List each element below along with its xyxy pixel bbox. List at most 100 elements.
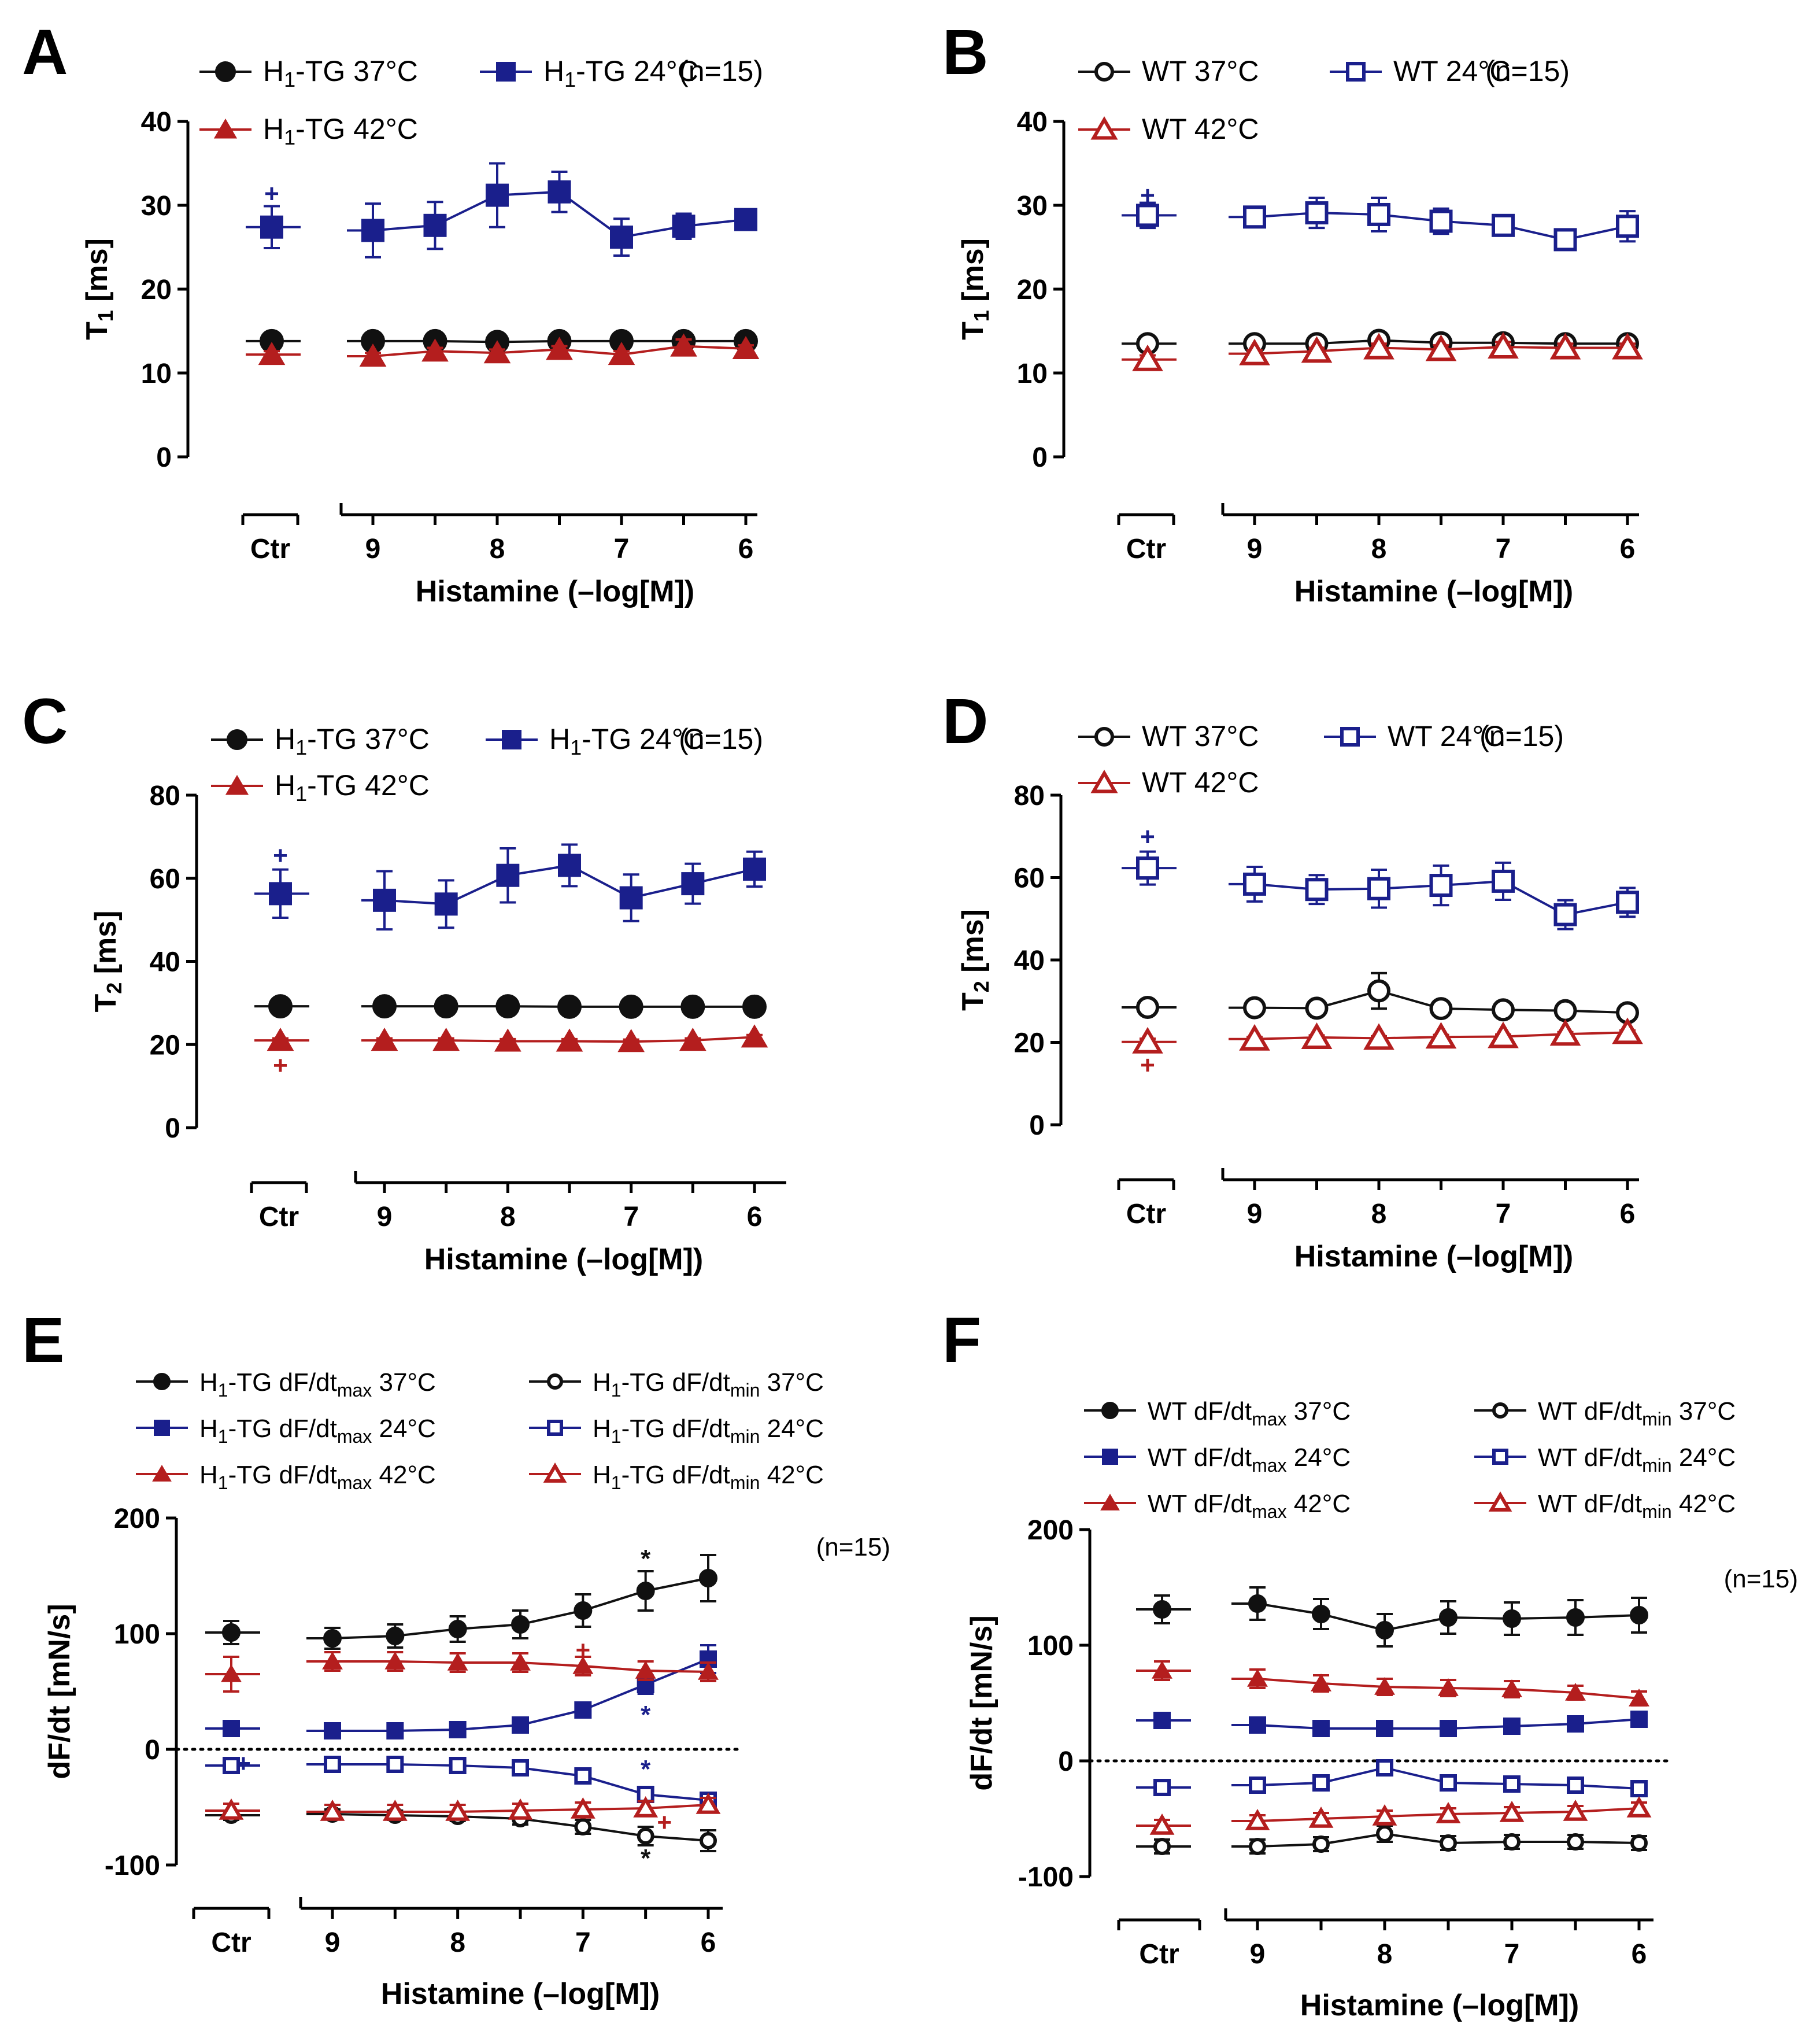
legend-label: H1-TG 24°C xyxy=(543,55,698,91)
series-min37 xyxy=(1136,1825,1648,1855)
data-point xyxy=(511,1615,530,1634)
data-point xyxy=(448,1620,467,1638)
y-tick-label: 30 xyxy=(1017,191,1048,221)
x-tick-label: 9 xyxy=(365,534,381,564)
legend-swatch-marker xyxy=(1346,62,1366,82)
x-tick-label-ctr: Ctr xyxy=(1126,1199,1166,1229)
data-point xyxy=(1248,1594,1267,1613)
panel-letter: D xyxy=(942,686,988,757)
data-point xyxy=(223,1720,240,1737)
n-label: (n=15) xyxy=(679,55,763,87)
data-point xyxy=(1312,1774,1330,1792)
data-point xyxy=(1376,1720,1393,1737)
y-tick-label: 30 xyxy=(141,191,172,221)
y-tick-label: 10 xyxy=(1017,359,1048,389)
data-point xyxy=(510,1653,531,1671)
data-point xyxy=(696,1793,721,1814)
x-tick-label: 7 xyxy=(1504,1939,1520,1970)
data-point xyxy=(1553,903,1577,926)
data-point xyxy=(320,1800,345,1821)
data-point xyxy=(681,872,705,896)
legend-item-tg24: H1-TG 24°C xyxy=(480,55,698,91)
data-point xyxy=(635,1661,656,1679)
data-point xyxy=(1440,1774,1457,1792)
legend-label: H1-TG 42°C xyxy=(263,113,418,149)
series-wt24 xyxy=(1122,196,1639,252)
legend-item-tg37: H1-TG 37°C xyxy=(199,55,418,91)
data-point xyxy=(1553,999,1577,1022)
x-tick-label: 9 xyxy=(1247,1199,1263,1229)
y-tick-label: 40 xyxy=(1017,107,1048,138)
n-label: (n=15) xyxy=(1485,55,1570,87)
panel-a: A 0 10 20 30 40 T1 [ms] Ctr 9 8 7 6 Histamine (–log[… xyxy=(22,17,763,608)
legend-item-min42: WT dF/dtmin 42°C xyxy=(1474,1490,1736,1522)
data-point xyxy=(1132,344,1163,371)
y-tick-label: 0 xyxy=(1029,1110,1045,1141)
legend: WT 37°C WT 24°C WT 42°C xyxy=(1078,720,1504,799)
data-point xyxy=(219,1798,244,1820)
legend-item-wt42: WT 42°C xyxy=(1078,113,1259,145)
data-point xyxy=(269,882,292,906)
series-line xyxy=(1231,1678,1640,1700)
series-max24 xyxy=(1136,1711,1648,1737)
data-point xyxy=(548,180,571,204)
x-tick-label-ctr: Ctr xyxy=(259,1202,299,1232)
legend-item-min42: H1-TG dF/dtmin 42°C xyxy=(529,1461,824,1493)
data-point xyxy=(1312,1835,1330,1853)
legend-swatch-marker xyxy=(1100,1494,1120,1510)
data-point xyxy=(637,1827,654,1845)
data-point xyxy=(1567,1833,1584,1851)
series-tg42 xyxy=(254,1024,768,1052)
data-point xyxy=(1567,1715,1584,1733)
significance-marker: + xyxy=(575,1636,590,1664)
legend-item-tg37: H1-TG 37°C xyxy=(211,723,430,759)
x-tick-label: 9 xyxy=(377,1202,393,1232)
legend-swatch-marker xyxy=(227,729,247,750)
data-point xyxy=(1553,228,1577,252)
data-point xyxy=(636,1582,655,1600)
y-tick-label: 0 xyxy=(156,442,172,473)
x-tick-label: 6 xyxy=(1632,1939,1647,1970)
series-tg42 xyxy=(246,333,760,367)
data-point xyxy=(1311,1674,1331,1691)
data-point xyxy=(1372,1804,1397,1826)
data-point xyxy=(486,183,509,207)
panel-letter: A xyxy=(22,17,68,88)
data-point xyxy=(574,1701,592,1719)
legend-label: H1-TG 37°C xyxy=(275,723,430,759)
legend-item-wt42: WT 42°C xyxy=(1078,766,1259,799)
y-tick-label: 10 xyxy=(141,359,172,389)
series-max37 xyxy=(205,1554,717,1650)
data-point xyxy=(1376,1759,1393,1777)
panel-e: E -100 0 100 200 dF/dt [mN/s] Ctr 9 8 7 6 Histamine… xyxy=(22,1305,890,2011)
data-point xyxy=(423,213,447,237)
data-point xyxy=(1630,1711,1648,1728)
data-point xyxy=(619,886,643,910)
data-point xyxy=(324,1756,341,1773)
panel-d: D 0 20 40 60 80 T2 [ms] Ctr 9 8 7 6 Histamine (–log[… xyxy=(942,686,1643,1273)
data-point xyxy=(1566,1608,1585,1627)
legend-label: H1-TG dF/dtmax 37°C xyxy=(199,1368,436,1401)
data-point xyxy=(558,854,581,877)
data-point xyxy=(1239,1024,1270,1051)
legend-label: WT dF/dtmax 42°C xyxy=(1148,1490,1351,1522)
data-point xyxy=(1376,1825,1393,1842)
data-point xyxy=(1440,1834,1457,1852)
data-point xyxy=(1305,201,1329,225)
legend-swatch-marker xyxy=(1090,116,1118,140)
legend-label: H1-TG 37°C xyxy=(263,55,418,91)
legend-item-max24: WT dF/dtmax 24°C xyxy=(1084,1443,1351,1476)
data-point xyxy=(1439,1608,1458,1627)
legend-label: WT 24°C xyxy=(1393,55,1510,87)
data-point xyxy=(449,1721,467,1738)
data-point xyxy=(1503,1609,1521,1628)
series-line xyxy=(306,1763,709,1801)
legend-item-min37: WT dF/dtmin 37°C xyxy=(1474,1397,1736,1430)
data-point xyxy=(680,994,705,1019)
data-point xyxy=(445,1800,471,1821)
data-point xyxy=(1425,334,1457,361)
y-tick-label: 0 xyxy=(1058,1746,1074,1777)
y-tick-label: 200 xyxy=(114,1504,160,1534)
data-point xyxy=(1563,1800,1588,1821)
y-tick-label: 80 xyxy=(150,781,180,811)
